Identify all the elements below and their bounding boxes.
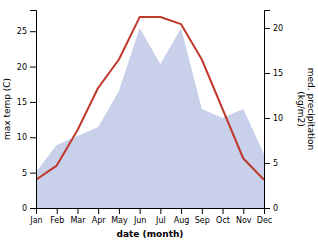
tick-label: Aug [174,216,190,225]
tick-mark [30,67,36,68]
tick-mark [264,118,270,119]
tick: 15 [264,69,283,78]
tick-label: 20 [17,63,27,72]
tick: Feb [50,208,64,225]
tick: 20 [264,24,283,33]
tick: 10 [264,114,283,123]
tick-mark [119,208,120,214]
tick: 5 [264,159,278,168]
y-axis-title: max temp (C) [2,78,12,140]
chart-svg: JanFebMarAprMayJunJulAugSepOctNovDec0510… [0,0,318,242]
axis-line [37,209,265,215]
tick: Nov [236,208,252,225]
tick-mark [181,208,182,214]
tick-mark [160,208,161,214]
tick: Dec [257,208,272,225]
tick-label: 5 [22,169,27,178]
tick-mark [98,208,99,214]
tick-label: 0 [273,204,278,213]
tick-label: May [111,216,128,225]
plot-root: JanFebMarAprMayJunJulAugSepOctNovDec0510… [2,11,316,240]
tick-mark [140,208,141,214]
tick: Aug [174,208,190,225]
axis-line [30,11,37,209]
axis-line [265,11,271,209]
tick-mark [264,28,270,29]
tick: Jul [155,208,166,225]
y2-axis-title: med. precipitation(kg/m2) [296,68,316,150]
tick-label: Nov [236,216,252,225]
tick-label: Jan [29,216,42,225]
tick-label: 0 [22,204,27,213]
tick: 15 [17,98,36,107]
tick-label: Mar [70,216,86,225]
tick-label: 20 [273,24,283,33]
area [36,28,264,208]
tick-mark [30,31,36,32]
y2-axis-title-line: med. precipitation [306,68,316,150]
tick-mark [202,208,203,214]
x-axis: Jan Feb Mar Apr May Jun Jul Aug Sep Oct Nov Dec [29,208,272,225]
tick: Oct [216,208,230,225]
tick-label: Apr [92,216,107,225]
tick: Apr [92,208,107,225]
tick: 0 [264,204,278,213]
tick: 25 [17,27,36,36]
line [36,17,264,180]
tick: 10 [17,133,36,142]
tick: Jan [29,208,42,225]
tick-label: 10 [17,133,27,142]
tick-label: Sep [195,216,210,225]
tick-mark [57,208,58,214]
x-axis-title: date (month) [117,229,184,239]
chart-container: JanFebMarAprMayJunJulAugSepOctNovDec0510… [0,0,318,242]
tick-mark [243,208,244,214]
tick-label: Dec [257,216,272,225]
y2-axis-title-line: (kg/m2) [296,91,306,126]
tick-mark [264,163,270,164]
tick: Sep [195,208,210,225]
tick-label: 15 [17,98,27,107]
marks [36,17,264,208]
tick-mark [30,137,36,138]
tick: 5 [22,169,36,178]
y-axis: 0 5 10 15 20 25 [17,11,37,214]
tick: May [111,208,128,225]
tick-mark [30,208,36,209]
tick-mark [77,208,78,214]
tick-label: 15 [273,69,283,78]
tick-mark [264,73,270,74]
tick-label: Oct [216,216,230,225]
tick-mark [30,173,36,174]
tick: 0 [22,204,36,213]
tick-label: 25 [17,27,27,36]
tick-mark [264,208,270,209]
tick: 20 [17,63,36,72]
tick-label: 10 [273,114,283,123]
tick-label: Feb [50,216,64,225]
tick-mark [223,208,224,214]
y2-axis: 0 5 10 15 20 [264,11,283,214]
tick-label: Jul [155,216,166,225]
tick: Mar [70,208,86,225]
tick-label: 5 [273,159,278,168]
tick: Jun [133,208,147,225]
tick-mark [30,102,36,103]
tick-label: Jun [133,216,147,225]
